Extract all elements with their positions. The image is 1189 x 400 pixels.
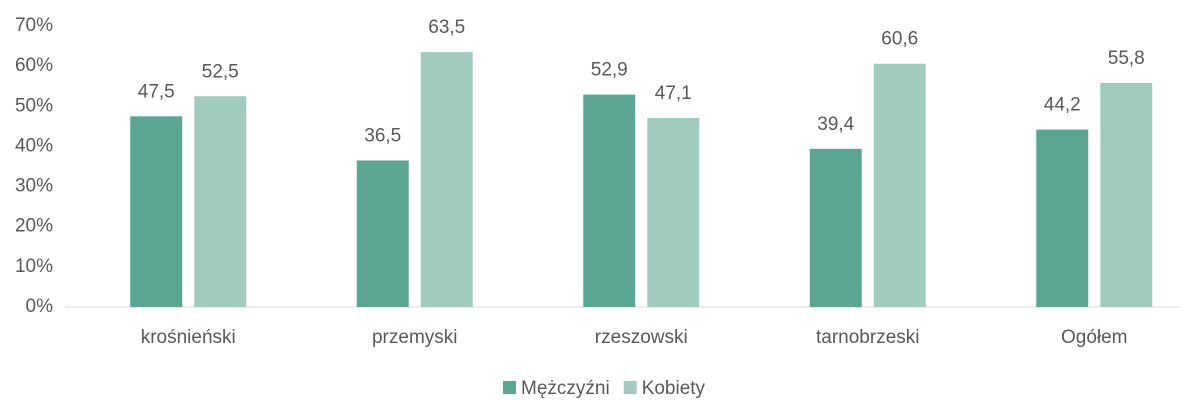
value-label: 52,5 bbox=[202, 61, 239, 82]
y-tick-label: 20% bbox=[15, 216, 53, 237]
y-tick-label: 50% bbox=[15, 95, 53, 116]
y-tick-label: 40% bbox=[15, 135, 53, 156]
x-tick-label: przemyski bbox=[372, 327, 458, 348]
x-tick-label: tarnobrzeski bbox=[816, 327, 920, 348]
bar bbox=[809, 148, 862, 307]
value-label: 55,8 bbox=[1108, 48, 1145, 69]
y-tick-label: 70% bbox=[15, 15, 53, 36]
bar bbox=[583, 94, 636, 307]
value-label: 39,4 bbox=[817, 114, 854, 135]
value-label: 44,2 bbox=[1044, 95, 1081, 116]
bar bbox=[194, 96, 247, 307]
y-tick-label: 0% bbox=[26, 296, 54, 317]
bar bbox=[356, 160, 409, 307]
x-tick-label: rzeszowski bbox=[595, 327, 688, 348]
legend-label: Mężczyźni bbox=[521, 378, 610, 399]
y-tick-label: 60% bbox=[15, 55, 53, 76]
bar bbox=[130, 116, 183, 307]
value-label: 52,9 bbox=[591, 60, 628, 81]
bar bbox=[647, 117, 700, 307]
value-label: 60,6 bbox=[881, 29, 918, 50]
value-label: 36,5 bbox=[364, 125, 401, 146]
value-label: 63,5 bbox=[428, 17, 465, 38]
bar bbox=[1100, 83, 1153, 307]
legend-swatch bbox=[623, 381, 637, 394]
y-tick-label: 30% bbox=[15, 176, 53, 197]
y-tick-label: 10% bbox=[15, 256, 53, 277]
bar bbox=[1036, 129, 1089, 307]
legend-swatch bbox=[503, 381, 516, 394]
value-label: 47,5 bbox=[138, 81, 175, 102]
bar bbox=[873, 63, 926, 308]
bar bbox=[420, 52, 473, 307]
value-label: 47,1 bbox=[655, 83, 692, 104]
legend-label: Kobiety bbox=[642, 378, 706, 399]
x-tick-label: krośnieński bbox=[141, 327, 236, 348]
x-tick-label: Ogółem bbox=[1061, 327, 1128, 348]
